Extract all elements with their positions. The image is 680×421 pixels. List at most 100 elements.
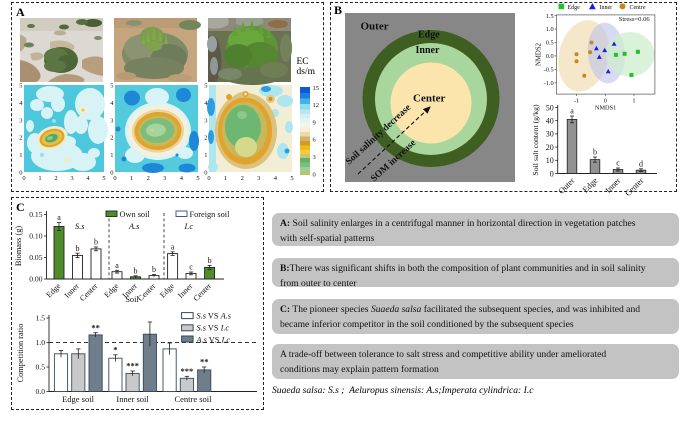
svg-text:S.s VS A.s: S.s VS A.s [197,311,231,320]
svg-text:2: 2 [204,135,207,142]
svg-text:2: 2 [146,175,149,182]
svg-text:-0.5: -0.5 [544,67,554,74]
svg-text:0: 0 [204,170,207,177]
svg-text:20: 20 [546,143,554,152]
svg-text:b: b [94,238,98,247]
svg-text:-1.0: -1.0 [544,80,554,87]
svg-text:6: 6 [312,136,316,143]
svg-text:***: *** [126,361,139,371]
svg-text:0.0: 0.0 [546,53,554,60]
svg-text:12: 12 [312,102,319,109]
svg-text:S.s: S.s [75,222,84,231]
svg-text:NMDS1: NMDS1 [595,105,616,112]
svg-text:4: 4 [110,100,114,107]
svg-text:Centre: Centre [630,5,646,11]
svg-text:A.s: A.s [128,222,139,231]
svg-text:Soil salt content (g/kg): Soil salt content (g/kg) [531,104,540,176]
svg-text:Inner: Inner [604,176,623,195]
svg-text:Edge: Edge [102,281,120,299]
svg-text:1.5: 1.5 [546,13,554,20]
svg-text:c: c [616,159,620,168]
svg-text:1.5: 1.5 [36,314,46,323]
svg-text:b: b [593,148,597,157]
svg-text:0: 0 [550,169,554,178]
svg-text:1: 1 [38,175,41,182]
svg-text:Outer: Outer [361,21,389,33]
svg-text:5: 5 [290,175,293,182]
svg-text:Competition ratio: Competition ratio [16,324,25,383]
svg-text:**: ** [200,357,209,367]
svg-text:4: 4 [273,175,277,182]
svg-text:0: 0 [19,170,22,177]
svg-text:A.s VS I.c: A.s VS I.c [196,336,231,345]
svg-text:Edge: Edge [581,176,600,195]
svg-text:Inner soil: Inner soil [116,394,149,404]
svg-text:40: 40 [546,117,554,126]
svg-text:Foreign soil: Foreign soil [190,210,231,219]
svg-text:4: 4 [180,175,184,182]
svg-text:a: a [57,213,61,222]
svg-text:Center: Center [136,281,158,303]
svg-text:b: b [134,267,138,276]
svg-text:5: 5 [110,83,113,90]
svg-text:Biomass (g): Biomass (g) [14,226,23,267]
svg-text:0: 0 [113,175,116,182]
svg-text:15: 15 [312,84,319,91]
svg-text:Center: Center [78,281,100,303]
svg-text:d: d [639,160,643,169]
svg-text:2: 2 [54,175,57,182]
svg-text:Stress=0.06: Stress=0.06 [619,16,651,23]
svg-text:2: 2 [110,135,113,142]
svg-text:0.10: 0.10 [29,232,42,241]
svg-text:30: 30 [546,130,554,139]
svg-text:1: 1 [224,175,227,182]
svg-text:3: 3 [163,175,166,182]
svg-text:Edge: Edge [568,5,581,11]
svg-text:a: a [115,261,119,270]
svg-text:Edge: Edge [418,30,440,41]
svg-text:0.0: 0.0 [36,387,46,396]
svg-text:3: 3 [70,175,73,182]
svg-text:9: 9 [312,119,315,126]
svg-text:0: 0 [22,175,25,182]
svg-text:1: 1 [632,98,635,105]
svg-text:2: 2 [240,175,243,182]
svg-text:b: b [208,256,212,265]
svg-text:-1: -1 [574,98,579,105]
svg-text:a: a [570,107,574,116]
svg-text:1: 1 [19,152,22,159]
svg-text:Inner: Inner [600,5,613,11]
svg-text:Center: Center [413,93,445,105]
svg-text:1: 1 [110,152,113,159]
svg-text:5: 5 [19,83,22,90]
svg-text:3: 3 [19,117,22,124]
svg-text:***: *** [181,366,194,376]
svg-text:0.00: 0.00 [29,275,42,284]
svg-text:Center: Center [192,281,214,303]
svg-text:Edge: Edge [44,281,62,299]
svg-text:Outer: Outer [557,176,577,196]
svg-text:Edge: Edge [158,281,176,299]
svg-text:1: 1 [130,175,133,182]
svg-text:3: 3 [312,154,315,161]
svg-text:NMDS2: NMDS2 [536,42,543,66]
svg-text:0.15: 0.15 [29,210,42,219]
svg-text:5: 5 [102,175,105,182]
svg-text:c: c [189,263,193,272]
svg-text:0.5: 0.5 [36,363,46,372]
svg-text:**: ** [91,323,100,333]
svg-text:0: 0 [312,171,315,178]
svg-text:0: 0 [110,170,113,177]
svg-text:4: 4 [19,100,23,107]
svg-text:4: 4 [86,175,90,182]
svg-text:10: 10 [546,156,554,165]
svg-text:3: 3 [110,117,113,124]
svg-text:0.5: 0.5 [546,40,554,47]
svg-text:b: b [76,244,80,253]
svg-text:S.s VS I.c: S.s VS I.c [197,324,230,333]
svg-text:0: 0 [207,175,210,182]
svg-text:Centre soil: Centre soil [174,394,212,404]
svg-text:*: * [113,345,117,355]
svg-text:Own soil: Own soil [120,210,151,219]
svg-text:b: b [152,265,156,274]
